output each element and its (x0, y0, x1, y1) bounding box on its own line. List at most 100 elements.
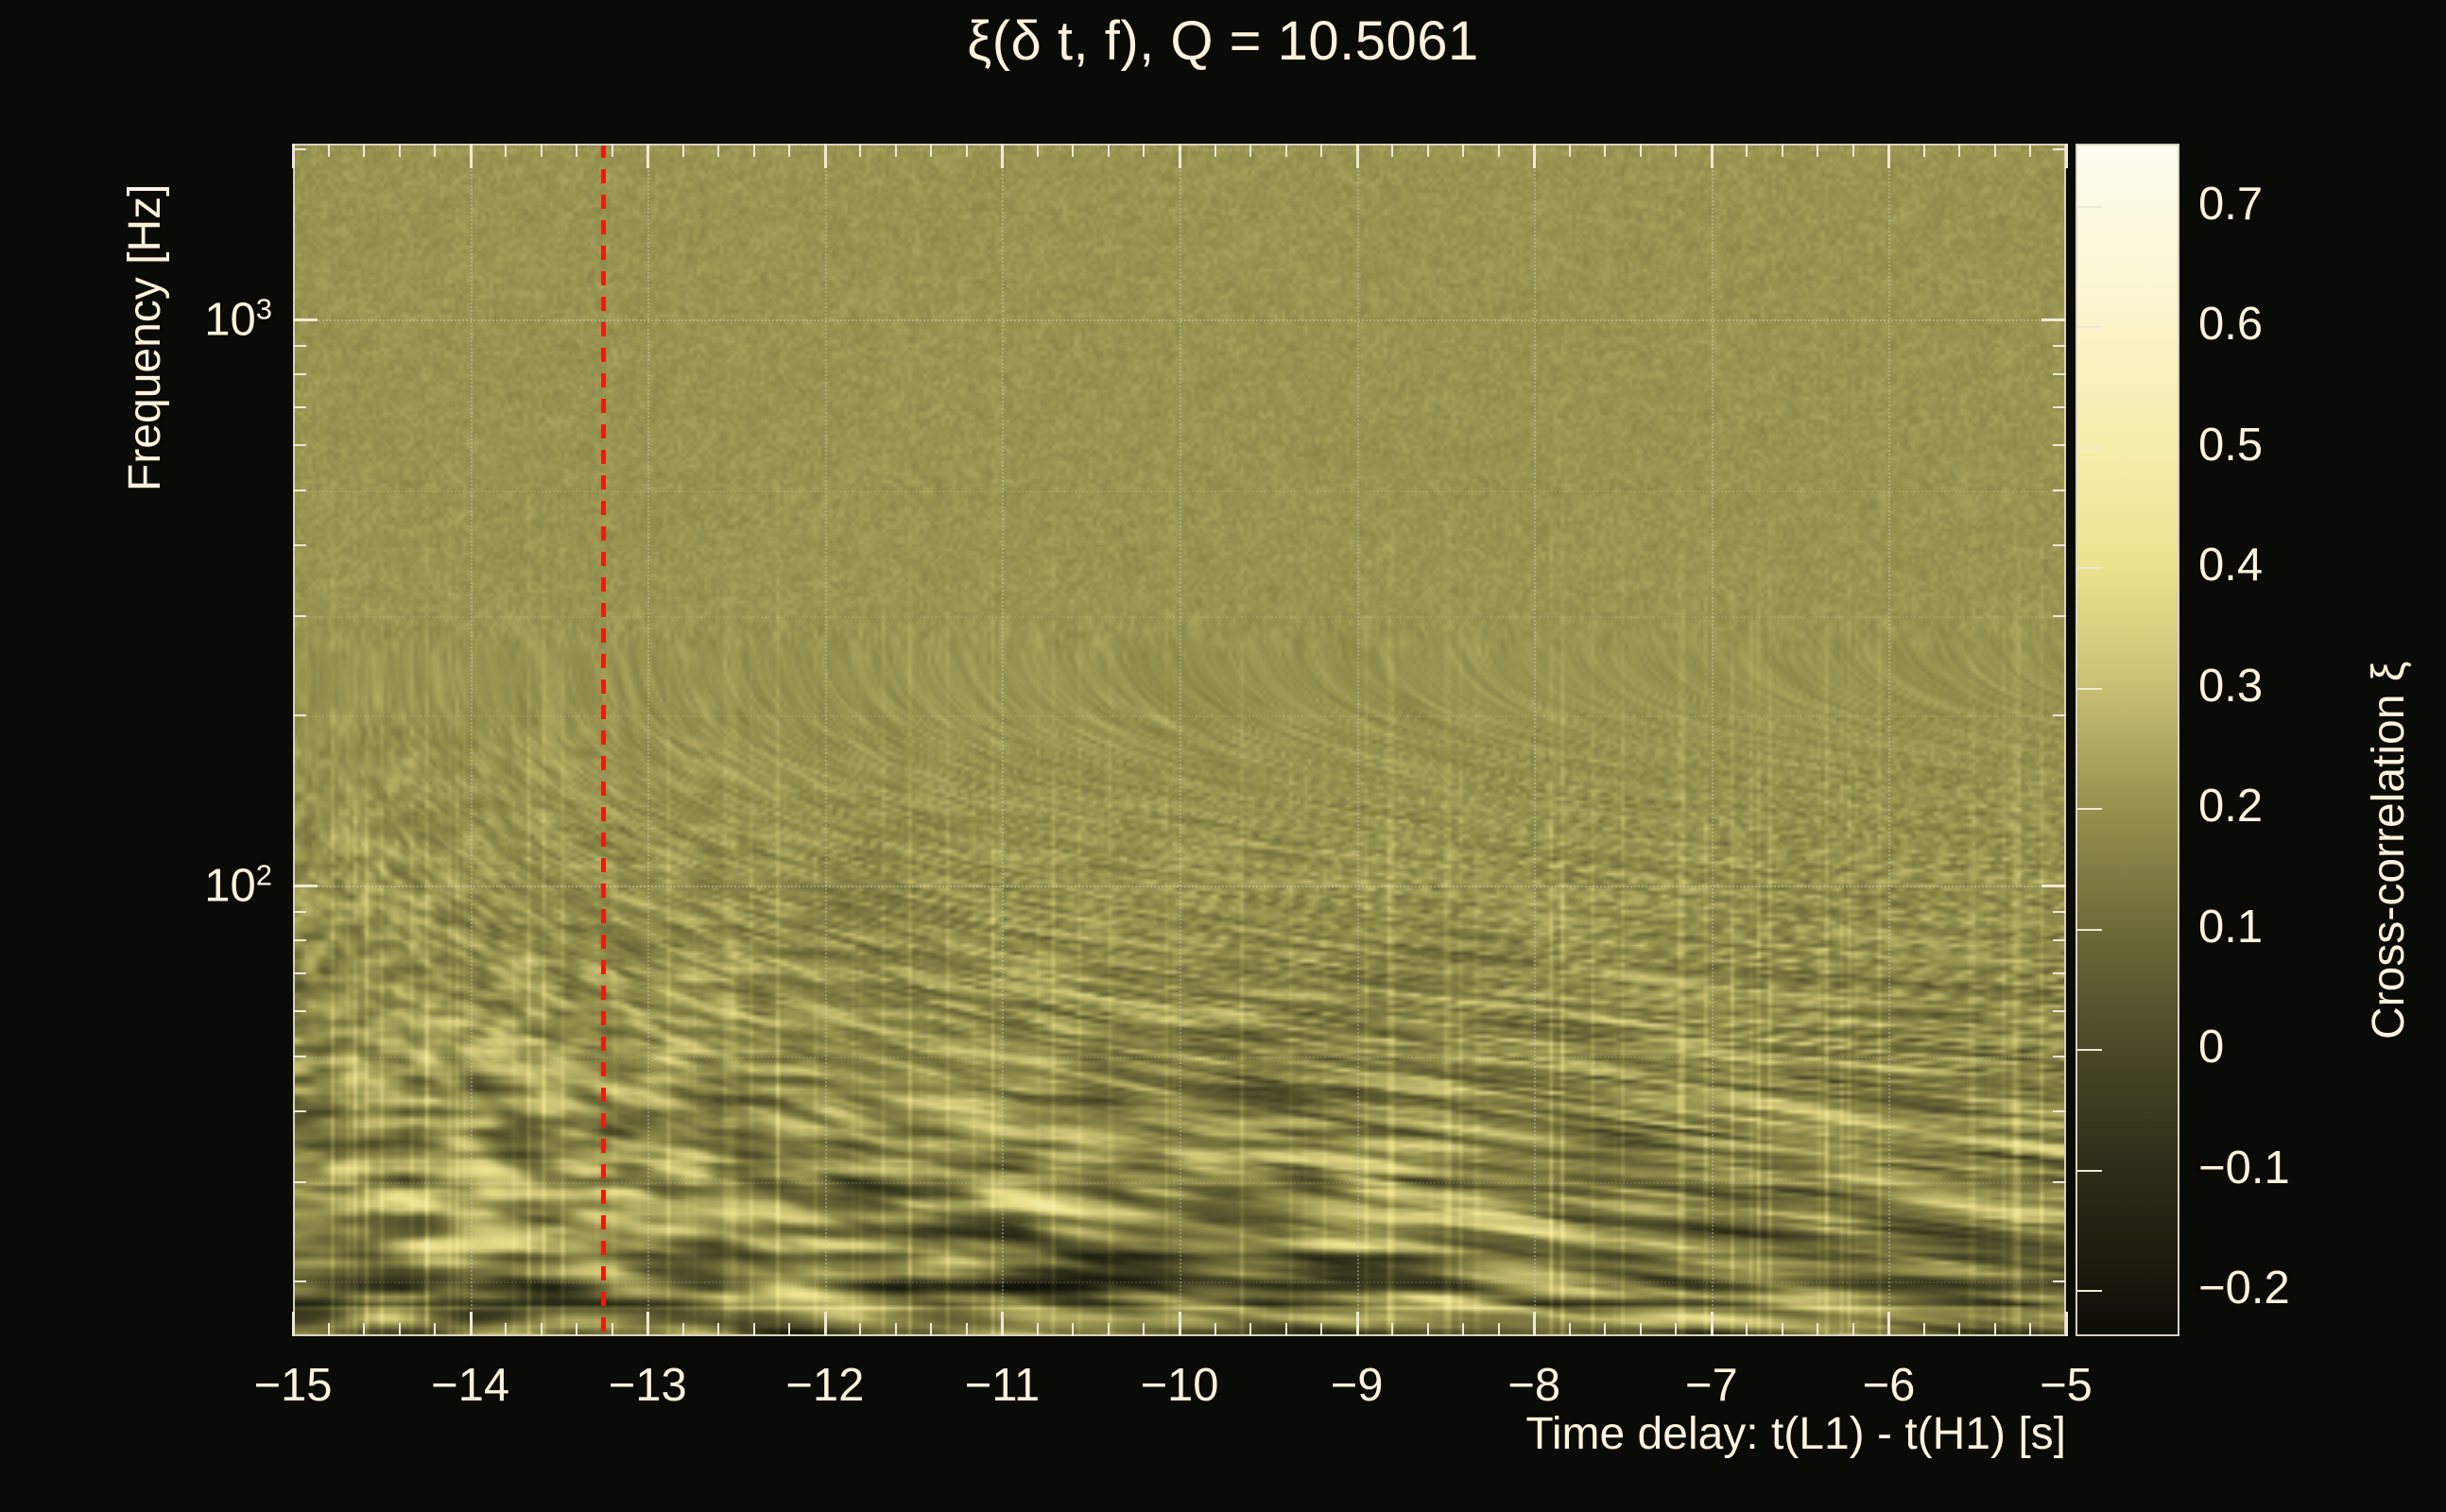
x-axis-minor-tick (1107, 1323, 1110, 1336)
x-axis-minor-tick (1036, 1323, 1039, 1336)
y-axis-minor-tick (2053, 373, 2066, 376)
x-axis-minor-tick (1781, 1323, 1783, 1336)
x-axis-minor-tick (752, 1323, 755, 1336)
colorbar-tick (2077, 567, 2102, 570)
x-axis-tick (1001, 144, 1005, 168)
x-axis-minor-tick (1107, 144, 1110, 157)
grid-line-vertical (824, 144, 827, 1336)
y-axis-minor-tick (293, 614, 306, 617)
x-axis-minor-tick (1072, 144, 1075, 157)
x-axis-tick (292, 1312, 295, 1336)
x-axis-minor-tick (1852, 144, 1854, 157)
x-axis-tick (1179, 1312, 1181, 1336)
x-axis-minor-tick (505, 144, 508, 157)
x-axis-minor-tick (2029, 1323, 2032, 1336)
x-axis-minor-tick (505, 1323, 508, 1336)
colorbar-tick (2077, 446, 2102, 449)
x-axis-title: Time delay: t(L1) - t(H1) [s] (1525, 1409, 2066, 1459)
x-axis-minor-tick (1817, 144, 1819, 157)
colorbar-tick (2077, 1049, 2102, 1052)
colorbar-tick (2077, 1169, 2102, 1172)
heatmap-base-layer (293, 144, 2066, 1336)
colorbar-title: Cross-correlation ξ (2364, 661, 2414, 1040)
y-axis-minor-tick (293, 1180, 306, 1183)
x-axis-minor-tick (576, 1323, 578, 1336)
x-axis-minor-tick (1675, 144, 1678, 157)
x-axis-minor-tick (1143, 1323, 1145, 1336)
x-axis-minor-tick (1462, 144, 1465, 157)
y-axis-minor-tick (293, 1109, 306, 1112)
x-axis-minor-tick (327, 144, 330, 157)
grid-line-horizontal-minor (293, 1280, 2066, 1283)
figure-title: ξ(δ t, f), Q = 10.5061 (967, 10, 1479, 72)
grid-line-vertical (1180, 144, 1181, 1336)
heatmap-panel (293, 144, 2066, 1336)
y-axis-minor-tick (2053, 1280, 2066, 1282)
x-axis-minor-tick (1675, 1323, 1678, 1336)
colorbar-tick-label: 0.1 (2198, 901, 2264, 953)
y-axis-minor-tick (293, 406, 306, 409)
x-axis-minor-tick (894, 144, 897, 157)
x-axis-minor-tick (1249, 144, 1252, 157)
colorbar-tick-label: 0 (2198, 1022, 2225, 1074)
x-axis-tick-label: −14 (431, 1360, 510, 1411)
x-axis-minor-tick (1426, 144, 1429, 157)
colorbar-tick-label: 0.6 (2198, 299, 2264, 351)
x-axis-minor-tick (681, 1323, 684, 1336)
colorbar-tick (2077, 928, 2102, 931)
x-axis-minor-tick (611, 144, 613, 157)
x-axis-tick (469, 144, 473, 168)
y-axis-minor-tick (293, 910, 306, 913)
grid-line-vertical (647, 144, 650, 1336)
x-axis-minor-tick (1320, 144, 1323, 157)
x-axis-minor-tick (540, 144, 543, 157)
x-axis-minor-tick (1922, 1323, 1925, 1336)
x-axis-tick-label: −11 (964, 1360, 1041, 1411)
x-axis-minor-tick (717, 144, 720, 157)
x-axis-minor-tick (1993, 1323, 1996, 1336)
y-axis-tick-label: 102 (204, 858, 272, 913)
grid-line-horizontal-minor (293, 1056, 2066, 1058)
x-axis-minor-tick (1214, 1323, 1216, 1336)
x-axis-minor-tick (859, 1323, 862, 1336)
x-axis-tick (1001, 1312, 1005, 1336)
x-axis-minor-tick (540, 1323, 543, 1336)
x-axis-tick (1533, 1312, 1537, 1336)
x-axis-minor-tick (930, 1323, 933, 1336)
x-axis-tick (1179, 144, 1181, 168)
colorbar-tick-label: −0.1 (2198, 1142, 2290, 1194)
x-axis-minor-tick (788, 1323, 791, 1336)
x-axis-tick-label: −15 (253, 1360, 333, 1411)
x-axis-minor-tick (1852, 1323, 1854, 1336)
y-axis-minor-tick (2053, 489, 2066, 491)
grid-line-horizontal-minor (293, 1181, 2066, 1184)
grid-line-horizontal (293, 885, 2066, 888)
x-axis-tick (292, 144, 295, 168)
y-axis-minor-tick (293, 344, 306, 347)
x-axis-minor-tick (1922, 144, 1925, 157)
x-axis-minor-tick (752, 144, 755, 157)
x-axis-minor-tick (1781, 144, 1783, 157)
x-axis-tick (1887, 144, 1891, 168)
colorbar-tick-label: 0.4 (2198, 540, 2264, 592)
y-axis-minor-tick (293, 714, 306, 717)
y-axis-minor-tick (2053, 344, 2066, 347)
colorbar-tick (2077, 808, 2102, 811)
x-axis-tick (1887, 1312, 1891, 1336)
grid-line-horizontal-minor (293, 490, 2066, 492)
x-axis-minor-tick (1993, 144, 1996, 157)
x-axis-tick (469, 1312, 473, 1336)
x-axis-tick (823, 1312, 827, 1336)
y-axis-minor-tick (2053, 1109, 2066, 1112)
y-axis-tick (2041, 318, 2066, 322)
y-axis-minor-tick (293, 972, 306, 975)
x-axis-minor-tick (1746, 144, 1748, 157)
x-axis-tick (646, 144, 650, 168)
event-time-delay-marker (601, 144, 607, 1336)
x-axis-minor-tick (327, 1323, 330, 1336)
x-axis-minor-tick (681, 144, 684, 157)
x-axis-tick (1710, 144, 1714, 168)
x-axis-tick (823, 144, 827, 168)
grid-line-horizontal-minor (293, 715, 2066, 718)
